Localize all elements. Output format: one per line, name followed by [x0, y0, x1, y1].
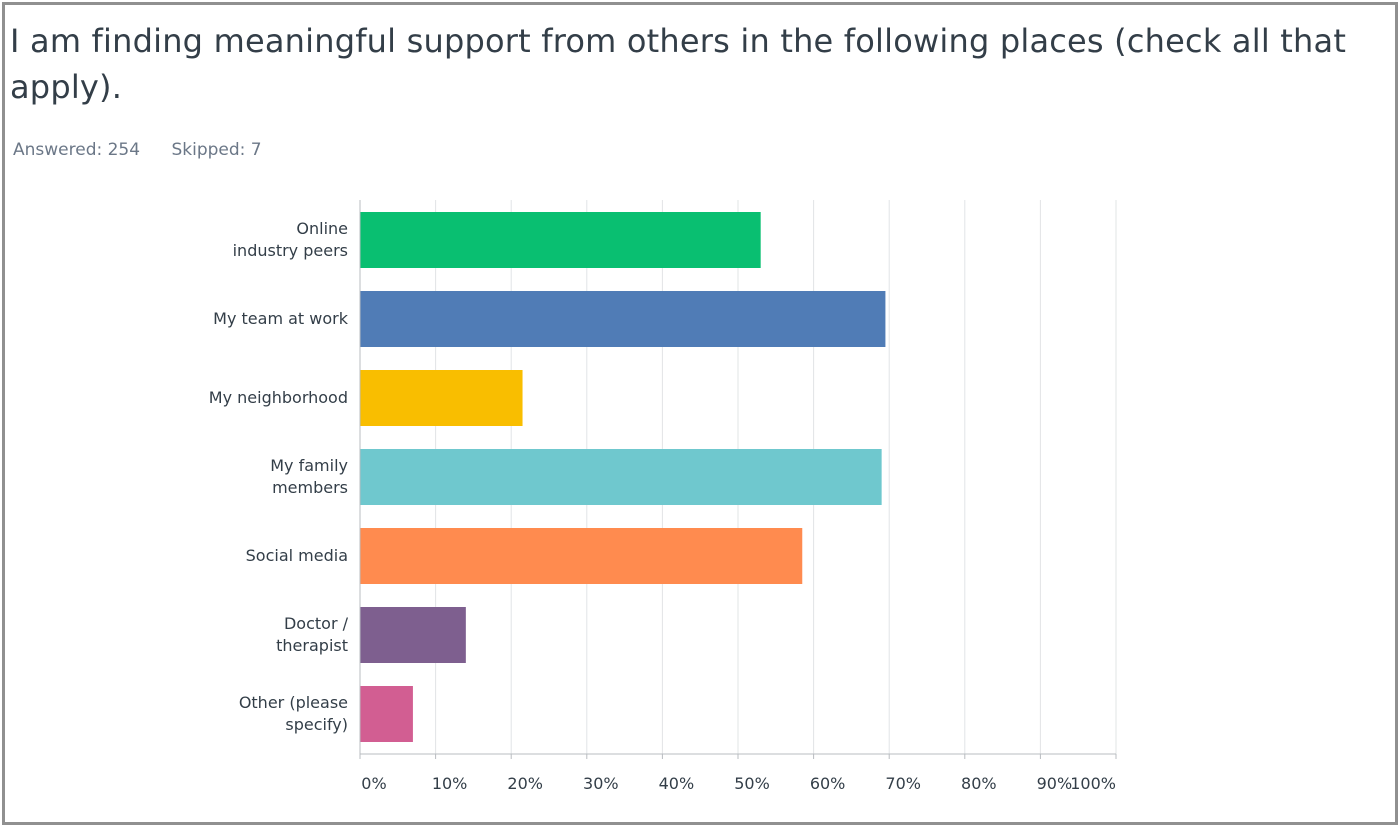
category-label-line: Other (please: [239, 693, 348, 712]
category-label: Social media: [246, 546, 348, 565]
category-label-line: therapist: [276, 636, 348, 655]
question-title: I am finding meaningful support from oth…: [10, 22, 1347, 106]
bar-7: [360, 686, 413, 742]
category-label-line: Social media: [246, 546, 348, 565]
x-tick-label: 50%: [734, 774, 770, 793]
category-label-line: Online: [296, 219, 348, 238]
response-stats: Answered: 254 Skipped: 7: [13, 140, 288, 160]
x-tick-label: 0%: [361, 774, 386, 793]
x-tick-label: 40%: [659, 774, 695, 793]
x-tick-label: 20%: [507, 774, 543, 793]
category-label-line: My team at work: [213, 309, 349, 328]
skipped-count: Skipped: 7: [171, 140, 262, 160]
category-label: Other (please specify): [239, 693, 348, 734]
category-label-line: members: [272, 478, 348, 497]
category-label-line: industry peers: [233, 241, 348, 260]
bar-4: [360, 449, 882, 505]
category-label-line: specify): [285, 715, 348, 734]
category-label-line: Doctor /: [284, 614, 349, 633]
category-label-line: My family: [270, 456, 348, 475]
x-tick-label: 100%: [1070, 774, 1116, 793]
category-label: Doctor / therapist: [276, 614, 348, 655]
category-label: My team at work: [213, 309, 349, 328]
x-tick-label: 70%: [885, 774, 921, 793]
category-label: Online industry peers: [233, 219, 348, 260]
bar-1: [360, 212, 761, 268]
bar-2: [360, 291, 886, 347]
x-tick-label: 80%: [961, 774, 997, 793]
x-tick-label: 30%: [583, 774, 619, 793]
x-tick-label: 10%: [432, 774, 468, 793]
x-tick-label: 90%: [1037, 774, 1073, 793]
bar-5: [360, 528, 803, 584]
x-tick-label: 60%: [810, 774, 846, 793]
answered-count: Answered: 254: [13, 140, 141, 160]
bar-6: [360, 607, 466, 663]
bar-3: [360, 370, 523, 426]
category-label: My neighborhood: [209, 388, 348, 407]
category-label: My family members: [270, 456, 348, 497]
category-label-line: My neighborhood: [209, 388, 348, 407]
